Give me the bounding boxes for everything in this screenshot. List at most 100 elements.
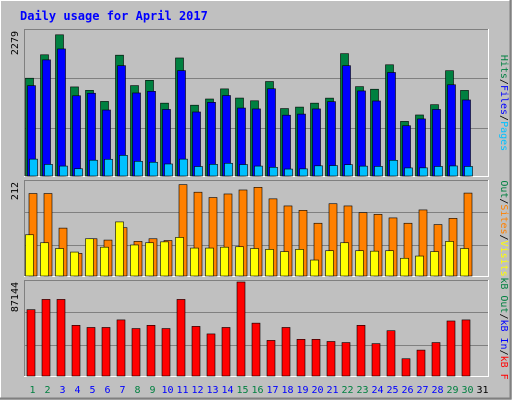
bar-pages-day-22 <box>344 164 353 177</box>
bar-kbytes-day-11 <box>176 299 186 377</box>
bar-pages-day-9 <box>149 161 158 177</box>
bar-kbytes-day-15 <box>236 281 246 377</box>
bar-kbytes-day-18 <box>281 327 291 377</box>
bar-kbytes-day-3 <box>56 299 66 377</box>
bar-files-day-29 <box>447 84 456 177</box>
x-tick-label-day-18: 18 <box>281 385 293 396</box>
bar-kbytes-day-12 <box>191 326 201 377</box>
x-tick-label-day-19: 19 <box>296 385 308 396</box>
bar-visits-day-21 <box>325 250 334 277</box>
bar-kbytes-day-13 <box>206 333 216 377</box>
x-tick-label-day-5: 5 <box>89 385 95 396</box>
bar-kbytes-day-8 <box>131 328 141 377</box>
bar-visits-day-2 <box>40 242 49 277</box>
bar-kbytes-day-23 <box>356 325 366 377</box>
bar-kbytes-day-19 <box>296 339 306 377</box>
bar-kbytes-day-25 <box>386 330 396 377</box>
x-tick-label-day-22: 22 <box>341 385 353 396</box>
bar-kbytes-day-5 <box>86 327 96 377</box>
x-tick-label-day-16: 16 <box>251 385 263 396</box>
side-label-part: kB Out <box>498 277 509 313</box>
bar-pages-day-28 <box>434 166 443 177</box>
bar-pages-day-30 <box>464 166 473 177</box>
panel-2-max-label: 212 <box>10 182 21 200</box>
bar-visits-day-7 <box>115 221 124 277</box>
bar-kbytes-day-16 <box>251 322 261 377</box>
x-tick-label-day-14: 14 <box>221 385 233 396</box>
bar-pages-day-15 <box>239 164 248 177</box>
x-tick-label-day-27: 27 <box>416 385 428 396</box>
bar-kbytes-day-17 <box>266 340 276 377</box>
panel-kbytes: 87144 kB Out/kB In/kB F <box>10 277 509 379</box>
side-label-separator: / <box>498 350 509 356</box>
x-tick-label-day-31: 31 <box>476 385 488 396</box>
x-tick-label-day-10: 10 <box>161 385 173 396</box>
bar-pages-day-13 <box>209 164 218 177</box>
bar-visits-day-4 <box>70 251 79 277</box>
bar-visits-day-9 <box>145 242 154 277</box>
side-label-separator: / <box>498 115 509 121</box>
side-label-part: kB In <box>498 319 509 349</box>
bar-visits-day-28 <box>430 251 439 277</box>
x-tick-label-day-11: 11 <box>176 385 188 396</box>
bar-pages-day-18 <box>284 168 293 177</box>
bar-kbytes-day-30 <box>461 319 471 377</box>
bar-visits-day-14 <box>220 246 229 277</box>
bar-visits-day-5 <box>85 238 94 277</box>
bar-visits-day-18 <box>280 251 289 277</box>
bar-visits-day-25 <box>385 250 394 277</box>
bar-kbytes-day-29 <box>446 320 456 377</box>
x-tick-label-day-17: 17 <box>266 385 278 396</box>
panel-3-side-label: kB Out/kB In/kB F <box>498 277 509 379</box>
bar-files-day-2 <box>42 59 51 177</box>
bar-kbytes-day-14 <box>221 327 231 377</box>
bar-pages-day-4 <box>74 168 83 177</box>
bar-pages-day-25 <box>389 159 398 177</box>
bar-pages-day-8 <box>134 161 143 177</box>
x-tick-label-day-28: 28 <box>431 385 443 396</box>
bar-pages-day-5 <box>89 159 98 177</box>
bar-kbytes-day-22 <box>341 342 351 377</box>
bar-pages-day-17 <box>269 166 278 177</box>
bar-kbytes-day-10 <box>161 328 171 377</box>
bar-pages-day-6 <box>104 158 113 177</box>
bar-kbytes-day-26 <box>401 358 411 377</box>
bar-pages-day-3 <box>59 165 68 177</box>
bar-visits-day-3 <box>55 248 64 277</box>
x-tick-label-day-13: 13 <box>206 385 218 396</box>
bar-pages-day-14 <box>224 162 233 177</box>
x-tick-label-day-29: 29 <box>446 385 458 396</box>
x-tick-label-day-9: 9 <box>149 385 155 396</box>
panel-2-side-label: Out/Sites/Visits <box>498 180 509 276</box>
bar-pages-day-12 <box>194 166 203 177</box>
panel-1-max-label: 2279 <box>10 31 21 55</box>
side-label-part: Out <box>498 180 509 198</box>
bar-kbytes-day-1 <box>26 309 36 377</box>
bar-visits-day-24 <box>370 250 379 277</box>
bar-visits-day-6 <box>100 246 109 277</box>
bar-files-day-28 <box>432 109 441 177</box>
bar-visits-day-8 <box>130 244 139 277</box>
x-tick-label-day-26: 26 <box>401 385 413 396</box>
x-tick-label-day-2: 2 <box>44 385 50 396</box>
side-label-part: kB F <box>498 356 509 380</box>
bar-pages-day-29 <box>449 165 458 177</box>
bar-visits-day-22 <box>340 242 349 277</box>
bar-visits-day-16 <box>250 248 259 277</box>
x-tick-label-day-4: 4 <box>74 385 80 396</box>
bar-visits-day-13 <box>205 247 214 277</box>
x-tick-label-day-30: 30 <box>461 385 473 396</box>
bar-files-day-27 <box>417 118 426 177</box>
bar-visits-day-11 <box>175 237 184 277</box>
bar-kbytes-day-28 <box>431 342 441 377</box>
x-tick-label-day-23: 23 <box>356 385 368 396</box>
bar-visits-day-20 <box>310 259 319 277</box>
bar-visits-day-27 <box>415 255 424 277</box>
bar-files-day-21 <box>327 101 336 177</box>
bar-pages-day-27 <box>419 167 428 177</box>
bar-pages-day-24 <box>374 166 383 177</box>
bar-visits-day-17 <box>265 249 274 277</box>
